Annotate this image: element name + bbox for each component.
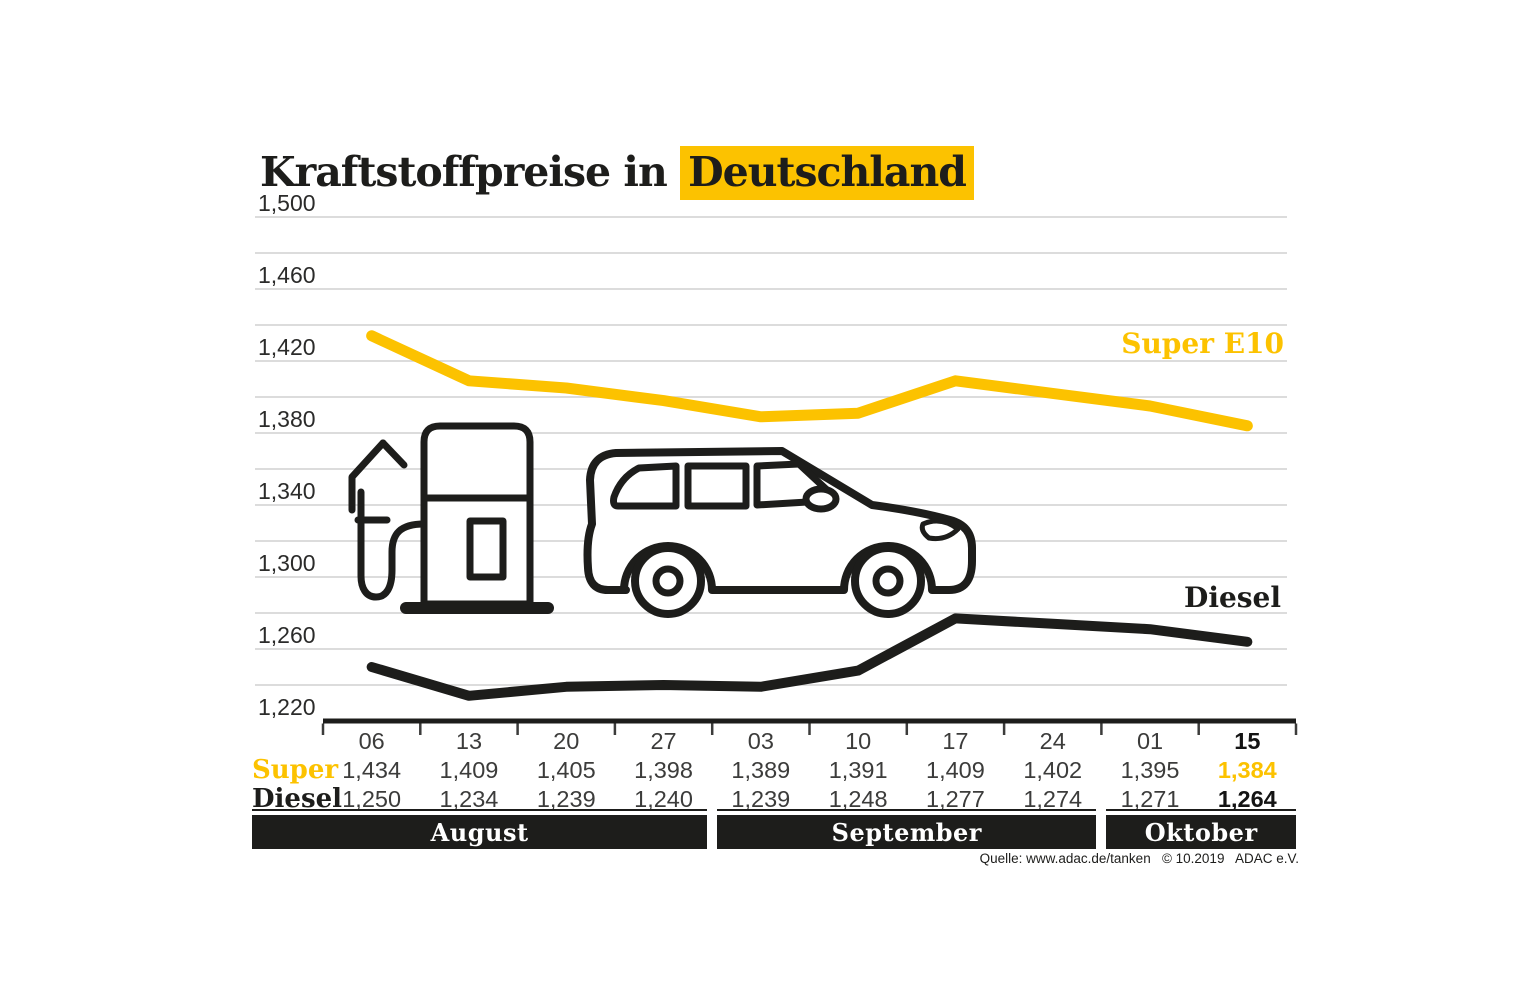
table-cell-date: 17 bbox=[942, 728, 969, 754]
line-series-diesel bbox=[366, 613, 1253, 701]
car-icon bbox=[583, 447, 976, 618]
table-cell-diesel-price: 1,239 bbox=[731, 786, 791, 812]
table-cell-super-price: 1,405 bbox=[536, 757, 596, 783]
table-bottom-rule bbox=[1106, 809, 1296, 811]
fuel-pump-icon bbox=[348, 422, 554, 614]
table-cell-super-price: 1,395 bbox=[1120, 757, 1180, 783]
table-cell-diesel-price: 1,248 bbox=[828, 786, 888, 812]
y-axis-tick-label: 1,460 bbox=[258, 262, 316, 288]
table-cell-super-price: 1,384 bbox=[1217, 757, 1277, 783]
table-cell-date: 13 bbox=[455, 728, 483, 754]
month-band-september: September bbox=[717, 815, 1097, 849]
table-cell-date: 10 bbox=[845, 728, 872, 754]
table-cell-diesel-price: 1,274 bbox=[1023, 786, 1083, 812]
table-row-diesel: 1,250 1,234 1,239 1,240 1,239 1,248 1,277 1,274… bbox=[323, 785, 1296, 813]
table-cell-super-price: 1,409 bbox=[439, 757, 499, 783]
row-label-super: Super bbox=[252, 755, 339, 785]
table-cell-super-price: 1,402 bbox=[1023, 757, 1083, 783]
row-label-diesel: Diesel bbox=[252, 784, 343, 814]
month-band-august: August bbox=[252, 815, 708, 849]
x-axis bbox=[321, 718, 1298, 735]
table-bottom-rule bbox=[717, 809, 1097, 811]
y-axis-tick-label: 1,340 bbox=[258, 478, 316, 504]
table-cell-super-price: 1,434 bbox=[342, 757, 402, 783]
table-cell-date: 06 bbox=[358, 728, 385, 754]
table-cell-super-price: 1,398 bbox=[634, 757, 693, 783]
table-cell-diesel-price: 1,240 bbox=[634, 786, 693, 812]
y-axis-tick-label: 1,420 bbox=[258, 334, 316, 360]
y-axis-tick-label: 1,220 bbox=[258, 694, 316, 720]
table-row-dates: 06 13 20 27 03 10 17 24 01 15 bbox=[323, 727, 1296, 755]
page-title-highlight: Deutschland bbox=[680, 146, 974, 201]
line-series-super-e10 bbox=[366, 330, 1253, 432]
table-cell-diesel-price: 1,234 bbox=[439, 786, 499, 812]
table-row-super: 1,434 1,409 1,405 1,398 1,389 1,391 1,409 1,402… bbox=[323, 756, 1296, 784]
month-band-oktober: Oktober bbox=[1106, 815, 1296, 849]
y-axis-tick-label: 1,300 bbox=[258, 550, 316, 576]
series-label-diesel: Diesel bbox=[1184, 581, 1281, 614]
y-axis-tick-label: 1,500 bbox=[258, 190, 316, 216]
table-cell-diesel-price: 1,277 bbox=[926, 786, 985, 812]
table-cell-diesel-price: 1,250 bbox=[342, 786, 402, 812]
table-cell-super-price: 1,409 bbox=[926, 757, 985, 783]
table-cell-diesel-price: 1,264 bbox=[1217, 786, 1277, 812]
data-series-lines bbox=[366, 330, 1253, 701]
table-cell-date: 20 bbox=[553, 728, 580, 754]
table-cell-date: 03 bbox=[747, 728, 774, 754]
table-cell-date: 24 bbox=[1039, 728, 1066, 754]
table-bottom-rule bbox=[252, 809, 708, 811]
table-cell-diesel-price: 1,271 bbox=[1120, 786, 1180, 812]
table-cell-diesel-price: 1,239 bbox=[536, 786, 596, 812]
source-credit: Quelle: www.adac.de/tanken © 10.2019 ADA… bbox=[979, 851, 1299, 866]
table-cell-date: 27 bbox=[650, 728, 677, 754]
table-cell-date: 15 bbox=[1234, 728, 1261, 754]
y-axis-tick-label: 1,380 bbox=[258, 406, 316, 432]
y-axis-tick-label: 1,260 bbox=[258, 622, 316, 648]
page-title: Kraftstoffpreise in Deutschland bbox=[260, 145, 974, 201]
series-label-super-e10: Super E10 bbox=[1121, 327, 1284, 360]
table-cell-super-price: 1,391 bbox=[828, 757, 888, 783]
table-cell-super-price: 1,389 bbox=[731, 757, 791, 783]
table-cell-date: 01 bbox=[1136, 728, 1164, 754]
page-title-prefix: Kraftstoffpreise in bbox=[260, 148, 668, 197]
